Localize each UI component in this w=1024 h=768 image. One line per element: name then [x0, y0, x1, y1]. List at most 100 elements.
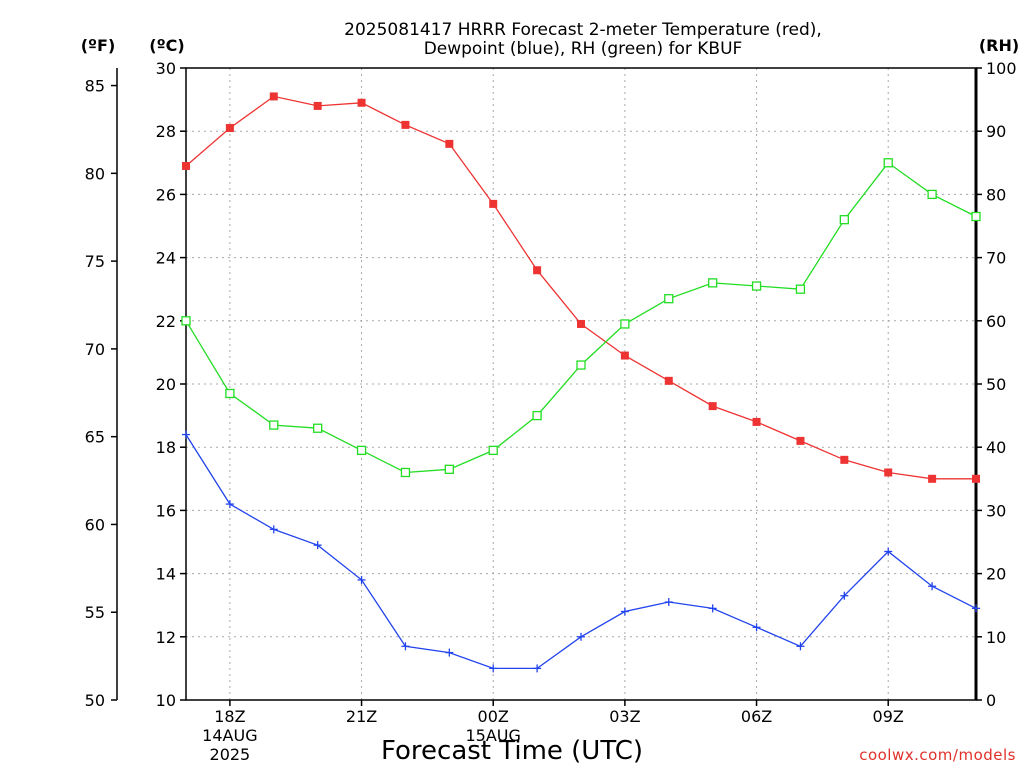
rh-point [269, 420, 279, 430]
x-axis-label: Forecast Time (UTC) [381, 736, 643, 766]
temperature-point [401, 120, 410, 129]
dewpoint-point [708, 604, 717, 613]
temperature-point [182, 161, 190, 170]
temperature-point [928, 474, 937, 483]
celsius-tick-label: 18 [156, 438, 176, 457]
plot-frame [185, 67, 977, 701]
dewpoint-point [357, 575, 366, 584]
temperature-point [269, 92, 278, 101]
dewpoint-point [225, 500, 234, 509]
temperature-point [796, 436, 805, 445]
x-tick-label: 06Z [741, 707, 772, 726]
x-tick-label: 18Z [214, 707, 245, 726]
dewpoint-point [796, 642, 805, 651]
rh-tick-label: 0 [986, 691, 996, 710]
chart-title-line-1: 2025081417 HRRR Forecast 2-meter Tempera… [344, 20, 822, 40]
temperature-point [884, 468, 893, 477]
temperature-point [620, 351, 629, 360]
temperature-point [664, 376, 673, 385]
temperature-point [357, 98, 366, 107]
rh-tick-label: 10 [986, 628, 1006, 647]
fahrenheit-tick-label: 60 [85, 515, 105, 534]
x-tick-label: 15AUG [466, 726, 521, 745]
fahrenheit-tick-label: 85 [85, 77, 105, 96]
rh-point [751, 281, 762, 291]
rh-point [444, 464, 454, 474]
temperature-point [225, 124, 234, 133]
x-tick-label: 09Z [873, 707, 904, 726]
fahrenheit-tick-label: 70 [85, 340, 105, 359]
temperature-line [185, 95, 976, 480]
rh-point [883, 158, 893, 168]
dewpoint-point [182, 430, 190, 439]
celsius-tick-label: 26 [156, 185, 176, 204]
dewpoint-point [313, 541, 322, 550]
temperature-point [445, 139, 454, 148]
celsius-tick-label: 14 [156, 565, 176, 584]
rh-point [664, 294, 674, 304]
temperature-point [708, 402, 717, 411]
x-tick-label: 14AUG [202, 726, 257, 745]
rh-point [971, 211, 981, 222]
dewpoint-point [840, 591, 849, 600]
rh-point [225, 388, 235, 399]
rh-tick-label: 20 [986, 565, 1006, 584]
celsius-tick-label: 20 [156, 375, 176, 394]
rh-point [795, 284, 806, 294]
celsius-tick-label: 10 [156, 691, 176, 710]
rh-tick-label: 70 [986, 249, 1006, 268]
temperature-point [752, 417, 761, 426]
rh-point [356, 445, 367, 456]
x-tick-label: 00Z [478, 707, 509, 726]
rh-tick-label: 40 [986, 438, 1006, 457]
dewpoint-point [445, 648, 454, 657]
celsius-tick-label: 28 [156, 122, 176, 141]
celsius-tick-label: 12 [156, 628, 176, 647]
celsius-tick-label: 22 [156, 312, 176, 331]
fahrenheit-tick-label: 80 [85, 164, 105, 183]
dewpoint-point [489, 664, 498, 673]
rh-line [185, 161, 977, 474]
rh-tick-label: 80 [986, 185, 1006, 204]
x-tick-label: 03Z [609, 707, 640, 726]
temperature-point [489, 199, 498, 208]
chart-title-line-2: Dewpoint (blue), RH (green) for KBUF [424, 39, 743, 59]
axes: 10 12 14 16 18 20 22 24 26 28 30 50 55 60 65 70 75 80 85 0 1… [85, 59, 1017, 764]
rh-tick-label: 90 [986, 122, 1006, 141]
celsius-tick-label: 16 [156, 501, 176, 520]
dewpoint-point [401, 642, 410, 651]
rh-unit-label: (RH) [979, 36, 1019, 55]
rh-point [532, 410, 542, 421]
x-tick-label: 21Z [346, 707, 377, 726]
fahrenheit-tick-label: 75 [85, 252, 105, 271]
celsius-tick-label: 30 [156, 59, 176, 78]
rh-point [576, 360, 586, 370]
grid-lines [186, 68, 976, 700]
rh-point [620, 319, 630, 329]
temperature-point [533, 266, 542, 275]
rh-point [927, 189, 937, 200]
dewpoint-point [269, 525, 278, 534]
rh-point [488, 445, 498, 456]
rh-tick-label: 60 [986, 312, 1006, 331]
rh-point [708, 278, 718, 288]
temperature-point [972, 474, 980, 483]
rh-tick-label: 100 [986, 59, 1017, 78]
rh-tick-label: 50 [986, 375, 1006, 394]
rh-point [313, 423, 323, 433]
fahrenheit-tick-label: 50 [85, 691, 105, 710]
dewpoint-point [884, 547, 893, 556]
dewpoint-point [752, 623, 761, 632]
rh-point [839, 215, 849, 225]
dewpoint-point [972, 604, 980, 613]
celsius-unit-label: (ºC) [149, 36, 184, 55]
dewpoint-point [577, 632, 585, 641]
temperature-point [313, 101, 322, 110]
temperature-point [577, 319, 585, 328]
dewpoint-point [928, 582, 937, 591]
rh-point [181, 316, 191, 326]
dewpoint-point [533, 664, 542, 673]
temperature-point [840, 455, 849, 464]
fahrenheit-unit-label: (ºF) [81, 36, 116, 55]
